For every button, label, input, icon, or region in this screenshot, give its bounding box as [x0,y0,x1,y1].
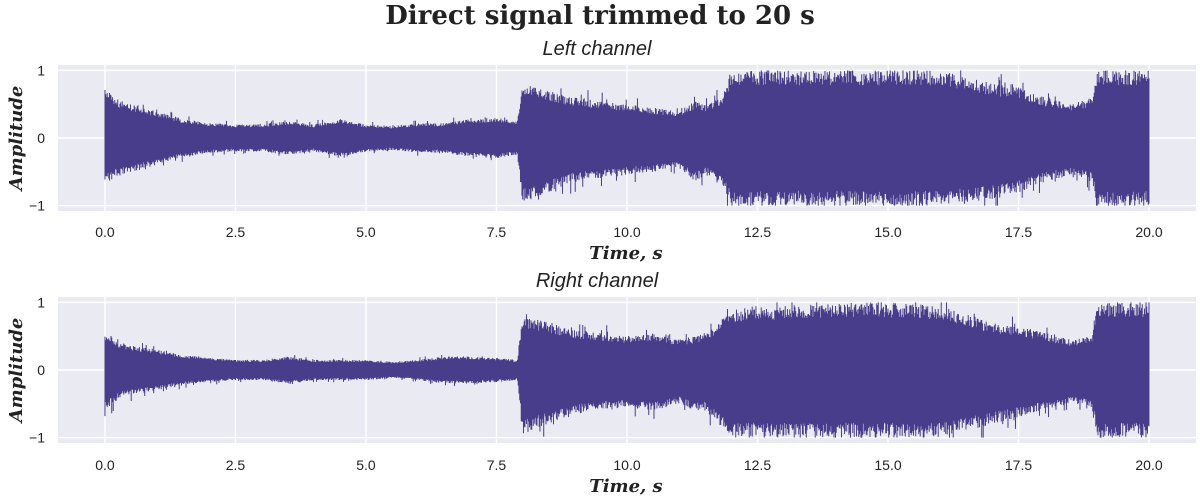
right-channel-x-tick-label: 7.5 [487,457,507,473]
right-channel-y-tick-label: −1 [29,430,45,446]
left-channel-x-tick-label: 5.0 [356,224,376,240]
right-channel-waveform [104,302,1150,438]
left-channel-x-tick-label: 12.5 [744,224,771,240]
left-channel-x-tick-label: 2.5 [226,224,246,240]
left-channel-y-tick-label: −1 [29,198,45,214]
right-channel-title: Right channel [536,270,659,292]
right-channel-x-tick-label: 15.0 [874,457,901,473]
right-channel-x-tick-label: 20.0 [1135,457,1162,473]
right-channel-y-tick-label: 0 [37,362,45,378]
left-channel-x-tick-label: 15.0 [874,224,901,240]
left-channel-y-tick-label: 1 [37,62,45,78]
left-channel-y-tick-label: 0 [37,130,45,146]
left-channel-x-axis-label: Time, s [589,243,662,264]
left-channel-axes: 0.0 2.5 5.0 7.5 10.0 12.5 15.0 17.5 20.0 1 0 −1 Left… [6,38,1196,264]
left-channel-x-tick-label: 17.5 [1005,224,1032,240]
left-channel-waveform [104,70,1150,206]
right-channel-axes: 0.0 2.5 5.0 7.5 10.0 12.5 15.0 17.5 20.0 1 0 −1 Righ… [6,270,1196,497]
figure-title: Direct signal trimmed to 20 s [385,1,815,31]
right-channel-x-tick-label: 0.0 [95,457,115,473]
right-channel-x-tick-label: 17.5 [1005,457,1032,473]
left-channel-title: Left channel [543,38,653,60]
right-channel-y-axis-label: Amplitude [6,318,27,425]
right-channel-x-tick-label: 10.0 [613,457,640,473]
left-channel-x-tick-label: 20.0 [1135,224,1162,240]
left-channel-y-axis-label: Amplitude [6,86,27,193]
right-channel-x-axis-label: Time, s [589,476,662,497]
right-channel-x-tick-label: 5.0 [356,457,376,473]
right-channel-x-tick-label: 2.5 [226,457,246,473]
left-channel-x-tick-label: 0.0 [95,224,115,240]
right-channel-x-tick-label: 12.5 [744,457,771,473]
left-channel-x-tick-label: 7.5 [487,224,507,240]
left-channel-x-tick-label: 10.0 [613,224,640,240]
right-channel-y-tick-label: 1 [37,294,45,310]
